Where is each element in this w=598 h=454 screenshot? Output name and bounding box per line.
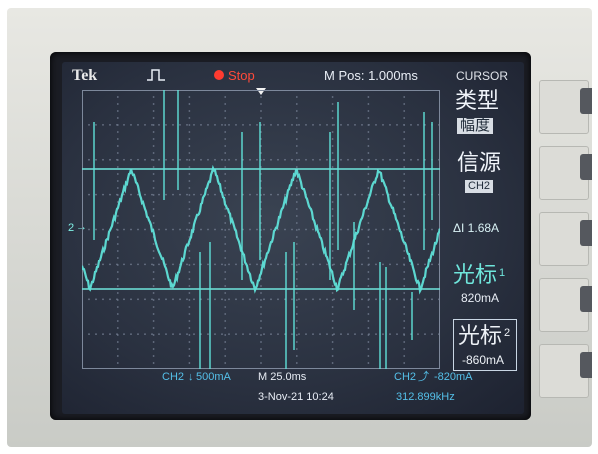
cursor-1-value: 820mA	[461, 291, 500, 305]
ch2-scale-value: 500mA	[196, 371, 231, 383]
waveform-display	[82, 90, 440, 369]
cursor-1-label[interactable]: 光标	[453, 262, 498, 287]
bezel-knob-4[interactable]	[580, 286, 592, 312]
cursor-2-box[interactable]: 光标 2 -860mA	[453, 319, 517, 371]
cursor-2-index: 2	[504, 327, 511, 339]
bezel-knob-2[interactable]	[580, 154, 592, 180]
source-value[interactable]: CH2	[465, 180, 494, 193]
bezel-knob-3[interactable]	[580, 220, 592, 246]
ch2-trace	[82, 90, 440, 369]
channel-2-marker: 2	[68, 222, 75, 234]
channel-2-arrow-icon: →	[76, 221, 87, 233]
trigger-level: -820mA	[434, 371, 473, 383]
horizontal-position: M Pos: 1.000ms	[324, 68, 418, 83]
type-label: 类型	[455, 88, 500, 113]
brand-logo: Tek	[72, 67, 98, 84]
date-time: 3-Nov-21 10:24	[258, 391, 334, 403]
stop-indicator-icon	[214, 70, 224, 80]
timebase: M 25.0ms	[258, 371, 307, 383]
graticule	[82, 90, 440, 369]
cursor-1-index: 1	[499, 267, 506, 279]
source-label: 信源	[457, 150, 502, 175]
delta-readout: ΔI 1.68A	[453, 221, 500, 235]
trigger-source: CH2	[394, 371, 417, 383]
bezel-knob-5[interactable]	[580, 352, 592, 378]
cursor-2-label: 光标	[458, 323, 503, 348]
cursor-2-value: -860mA	[462, 353, 505, 367]
acquisition-pulse-icon	[147, 69, 165, 81]
menu-title: CURSOR	[456, 69, 509, 83]
type-value[interactable]: 幅度	[457, 118, 494, 134]
run-state: Stop	[228, 68, 255, 83]
frequency-readout: 312.899kHz	[396, 391, 455, 403]
cursor-side-menu: 类型 幅度 信源 CH2 ΔI 1.68A 光标 1 820mA 光标 2 -8…	[447, 62, 524, 414]
ch2-scale-label: CH2	[162, 371, 185, 383]
bandwidth-limit-icon: ↓	[188, 371, 194, 383]
rising-edge-icon: ⤴	[418, 371, 429, 383]
scope-screen: Tek Stop M Pos: 1.000ms CURSOR 2 → 类型 幅度…	[62, 62, 524, 414]
bezel-knob-1[interactable]	[580, 88, 592, 114]
